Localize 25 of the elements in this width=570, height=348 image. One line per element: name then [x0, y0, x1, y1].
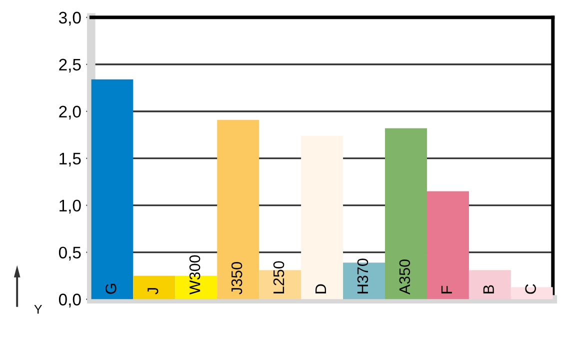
- bar: [385, 128, 427, 300]
- x-tick-label: B: [483, 285, 494, 294]
- y-tick-label: 0,0: [58, 294, 81, 308]
- y-tick-label: 3,0: [58, 12, 81, 26]
- x-tick-label: W300: [189, 255, 200, 295]
- x-tick-label: G: [105, 284, 116, 294]
- x-tick-label: L250: [273, 261, 284, 294]
- bar: [217, 120, 260, 300]
- x-tick-label: J350: [231, 262, 242, 294]
- y-tick-label: 1,5: [60, 152, 81, 167]
- bar: [426, 191, 469, 300]
- y-axis-title: Y: [34, 305, 42, 314]
- x-tick-label: C: [525, 284, 536, 294]
- x-tick-label: F: [441, 286, 452, 294]
- y-tick-label: 1,0: [60, 200, 81, 214]
- x-tick-label: H370: [357, 258, 368, 294]
- bar: [301, 136, 344, 300]
- x-tick-label: A350: [399, 260, 410, 295]
- y-tick-label: 2,5: [59, 58, 81, 73]
- x-tick-label: J: [148, 288, 158, 294]
- y-tick-label: 2,0: [59, 106, 81, 120]
- bar: [468, 270, 511, 300]
- x-tick-label: D: [315, 284, 326, 294]
- bar: [133, 276, 176, 300]
- y-tick-label: 0,5: [58, 246, 81, 260]
